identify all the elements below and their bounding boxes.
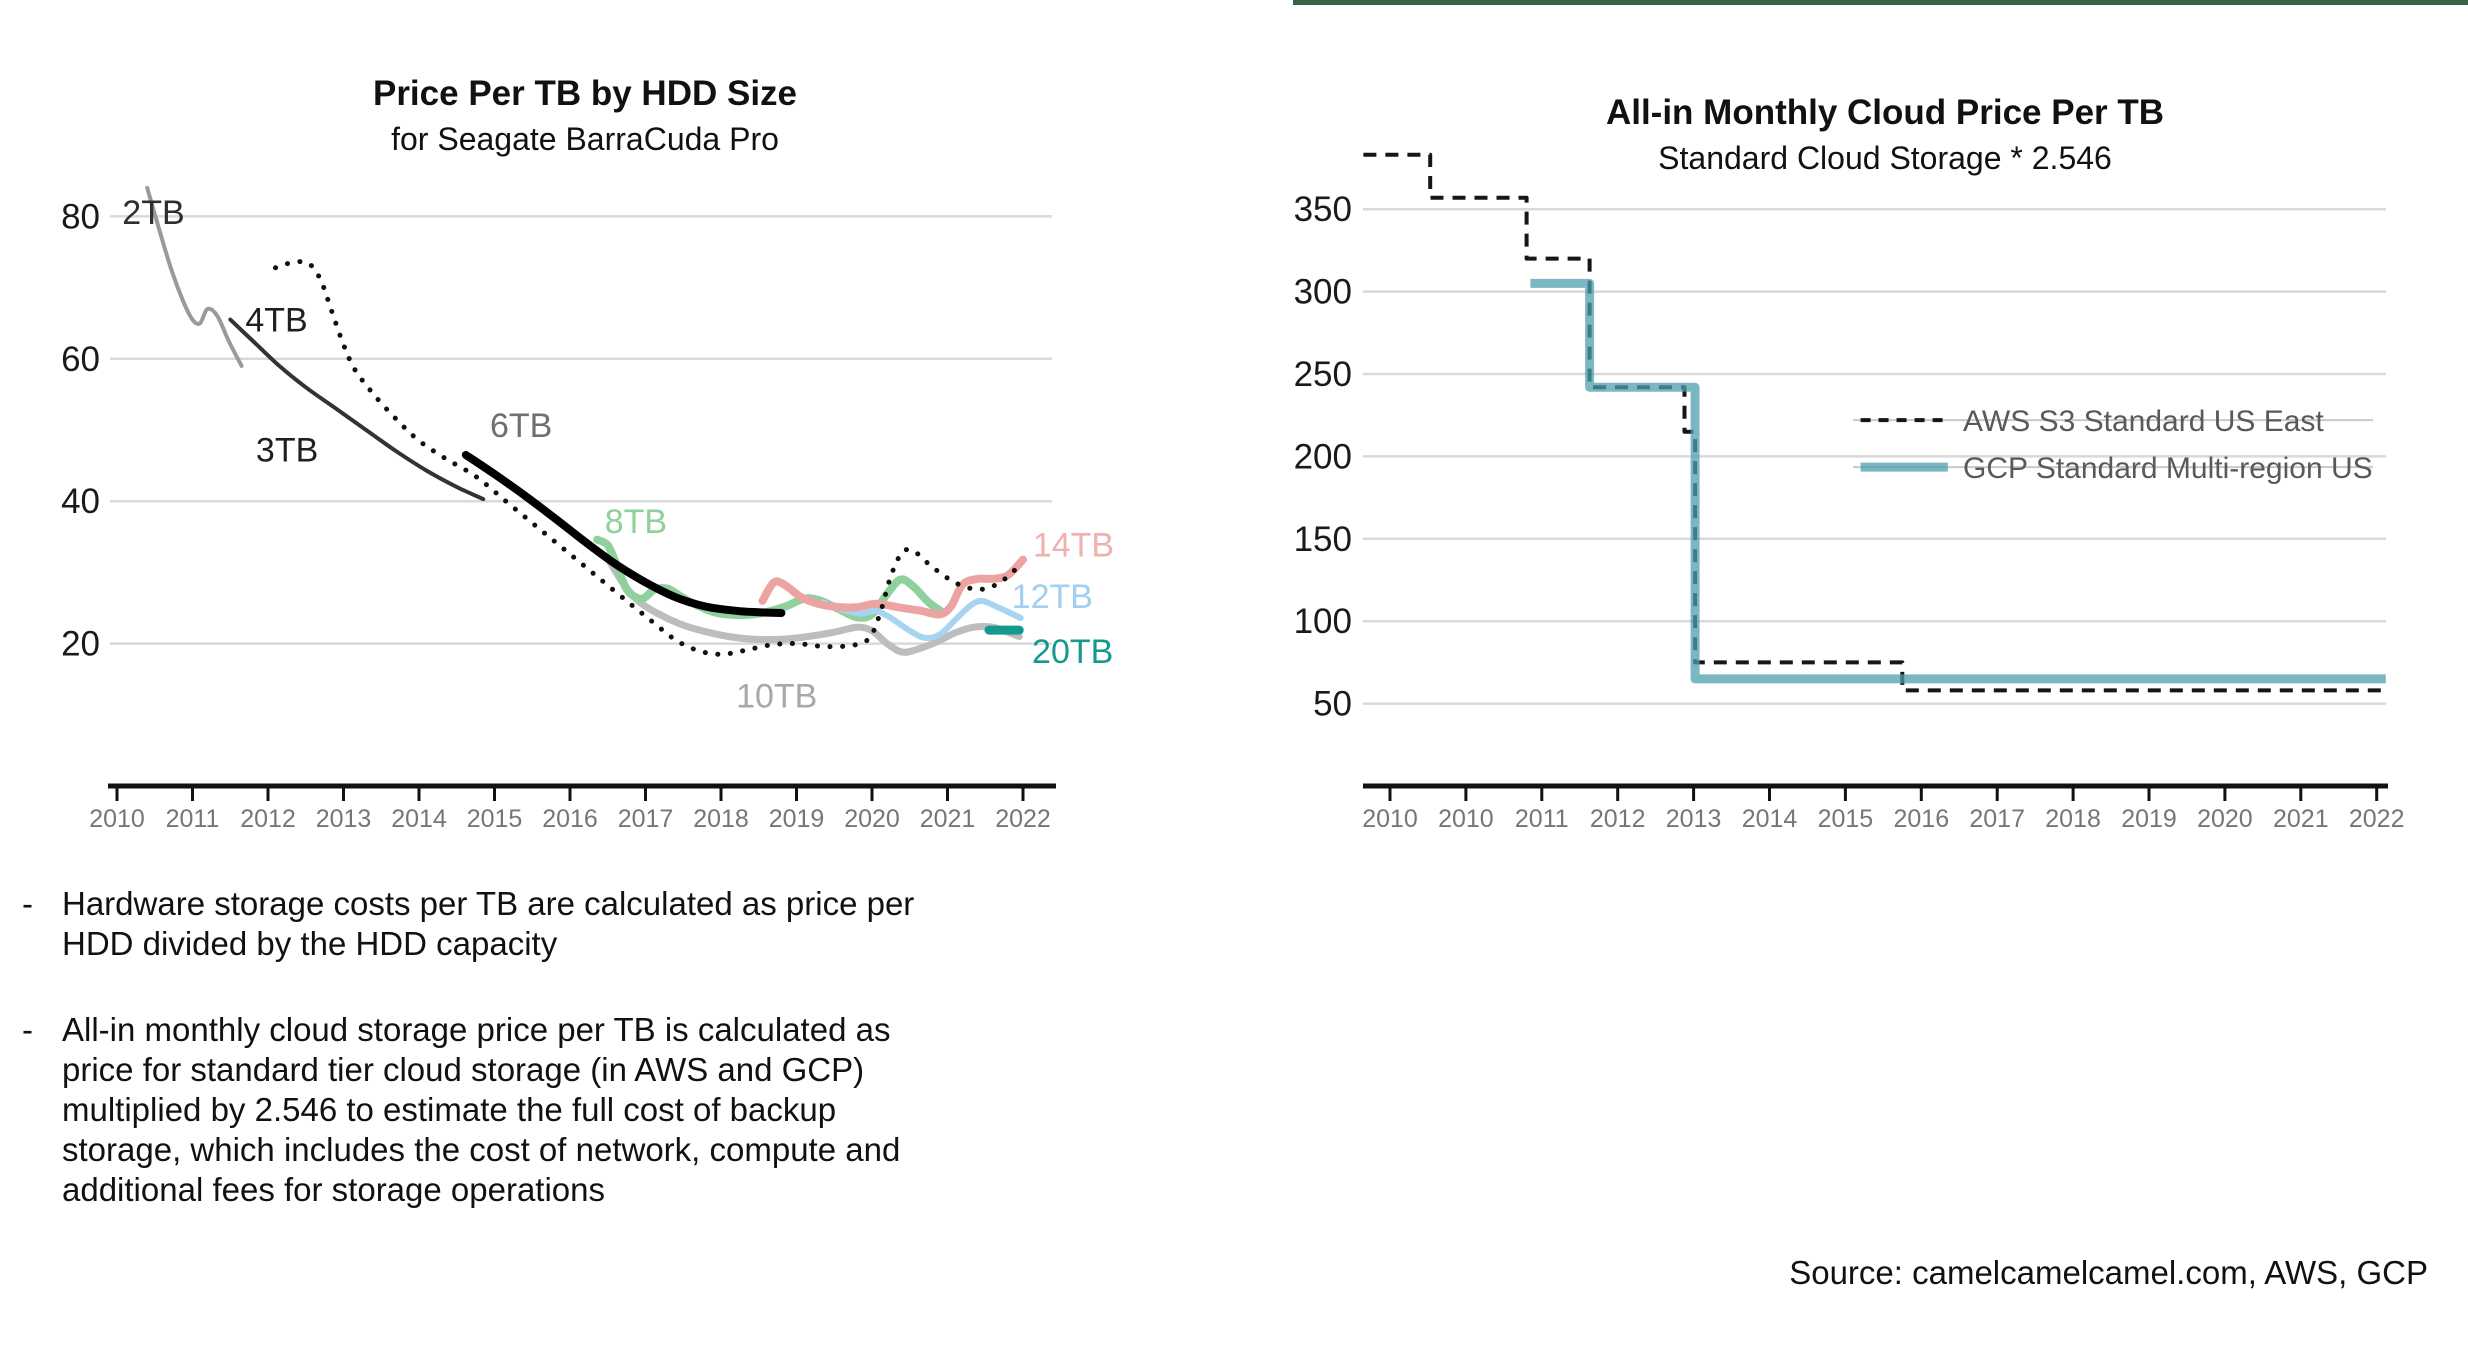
hdd-chart-subtitle: for Seagate BarraCuda Pro <box>391 121 779 157</box>
legend-label-aws: AWS S3 Standard US East <box>1963 405 2324 438</box>
series-4tb-label: 4TB <box>245 302 307 340</box>
series-2tb-label: 2TB <box>122 194 184 232</box>
y-axis-label: 80 <box>61 197 100 236</box>
y-axis-label: 20 <box>61 625 100 664</box>
y-axis-label: 100 <box>1294 602 1352 641</box>
series-3tb-label: 3TB <box>256 431 318 469</box>
series-gcp-line <box>1530 278 2386 684</box>
footnotes-block: - Hardware storage costs per TB are calc… <box>22 884 1102 1210</box>
hdd-price-plot: 80 60 40 20 2010 2011 2012 2013 2014 2015 2016 2017… <box>61 185 1114 833</box>
x-axis-tick-label: 2019 <box>769 805 825 833</box>
x-axis-tick-label: 2010 <box>1438 805 1494 833</box>
x-axis-tick-label: 2016 <box>1893 805 1949 833</box>
bullet-dash: - <box>22 1011 33 1048</box>
series-12tb-line <box>819 597 1024 642</box>
y-axis-label: 50 <box>1313 685 1352 724</box>
cloud-price-plot: 350 300 250 200 150 100 50 2010 2010 2011 2012 2013… <box>1294 152 2405 833</box>
x-axis-tick-label: 2011 <box>1515 805 1569 833</box>
x-axis-tick-label: 2022 <box>995 805 1051 833</box>
x-axis-tick-label: 2011 <box>166 805 220 833</box>
cloud-chart-title: All-in Monthly Cloud Price Per TB <box>1605 93 2165 132</box>
footnote-item-cloud: - All-in monthly cloud storage price per… <box>22 1010 1102 1210</box>
x-axis-tick-label: 2020 <box>844 805 900 833</box>
y-axis-label: 40 <box>61 482 100 521</box>
x-axis-tick-label: 2014 <box>1742 805 1798 833</box>
x-axis-tick-label: 2013 <box>316 805 372 833</box>
x-axis-tick-label: 2017 <box>618 805 674 833</box>
series-14tb-label: 14TB <box>1033 527 1114 565</box>
y-axis-label: 200 <box>1294 437 1352 476</box>
cloud-chart-subtitle: Standard Cloud Storage * 2.546 <box>1658 140 2112 176</box>
footnote-text: Hardware storage costs per TB are calcul… <box>62 885 915 962</box>
x-axis-tick-label: 2012 <box>1590 805 1646 833</box>
x-axis-tick-label: 2019 <box>2121 805 2177 833</box>
source-attribution: Source: camelcamelcamel.com, AWS, GCP <box>1789 1254 2428 1291</box>
footnote-text: All-in monthly cloud storage price per T… <box>62 1011 901 1208</box>
x-axis-tick-label: 2018 <box>2045 805 2101 833</box>
series-10tb-label: 10TB <box>736 678 817 716</box>
series-10tb-line <box>604 554 1023 656</box>
x-axis-tick-label: 2021 <box>2273 805 2329 833</box>
x-axis-tick-label: 2015 <box>1818 805 1874 833</box>
series-2tb-line <box>145 185 244 368</box>
x-axis-tick-label: 2012 <box>240 805 296 833</box>
series-8tb-label: 8TB <box>605 503 667 541</box>
top-accent-bar <box>1293 0 2468 5</box>
y-axis-label: 60 <box>61 340 100 379</box>
series-6tb-label: 6TB <box>490 407 552 445</box>
x-axis-tick-label: 2015 <box>467 805 523 833</box>
series-3tb-line <box>228 317 486 502</box>
x-axis-tick-label: 2021 <box>920 805 976 833</box>
y-axis-label: 350 <box>1294 190 1352 229</box>
x-axis-tick-label: 2022 <box>2349 805 2405 833</box>
x-axis-tick-label: 2017 <box>1969 805 2025 833</box>
x-axis-tick-label: 2013 <box>1666 805 1722 833</box>
y-axis-label: 300 <box>1294 273 1352 312</box>
x-axis-tick-label: 2016 <box>542 805 598 833</box>
series-12tb-label: 12TB <box>1012 578 1093 616</box>
x-axis-tick-label: 2010 <box>89 805 145 833</box>
series-6tb-line <box>461 450 786 617</box>
x-axis-tick-label: 2020 <box>2197 805 2253 833</box>
y-axis-label: 150 <box>1294 520 1352 559</box>
bullet-dash: - <box>22 885 33 922</box>
legend: AWS S3 Standard US East GCP Standard Mult… <box>1852 405 2373 485</box>
footnote-item-hardware: - Hardware storage costs per TB are calc… <box>22 884 1102 964</box>
hdd-chart-title: Price Per TB by HDD Size <box>372 74 798 113</box>
x-axis-tick-label: 2018 <box>693 805 749 833</box>
y-axis-label: 250 <box>1294 355 1352 394</box>
series-4tb-line <box>273 259 1026 657</box>
series-14tb-line <box>758 555 1027 619</box>
series-20tb-label: 20TB <box>1032 633 1113 671</box>
x-axis-tick-label: 2010 <box>1362 805 1418 833</box>
legend-label-gcp: GCP Standard Multi-region US <box>1963 452 2373 485</box>
x-axis-tick-label: 2014 <box>391 805 447 833</box>
